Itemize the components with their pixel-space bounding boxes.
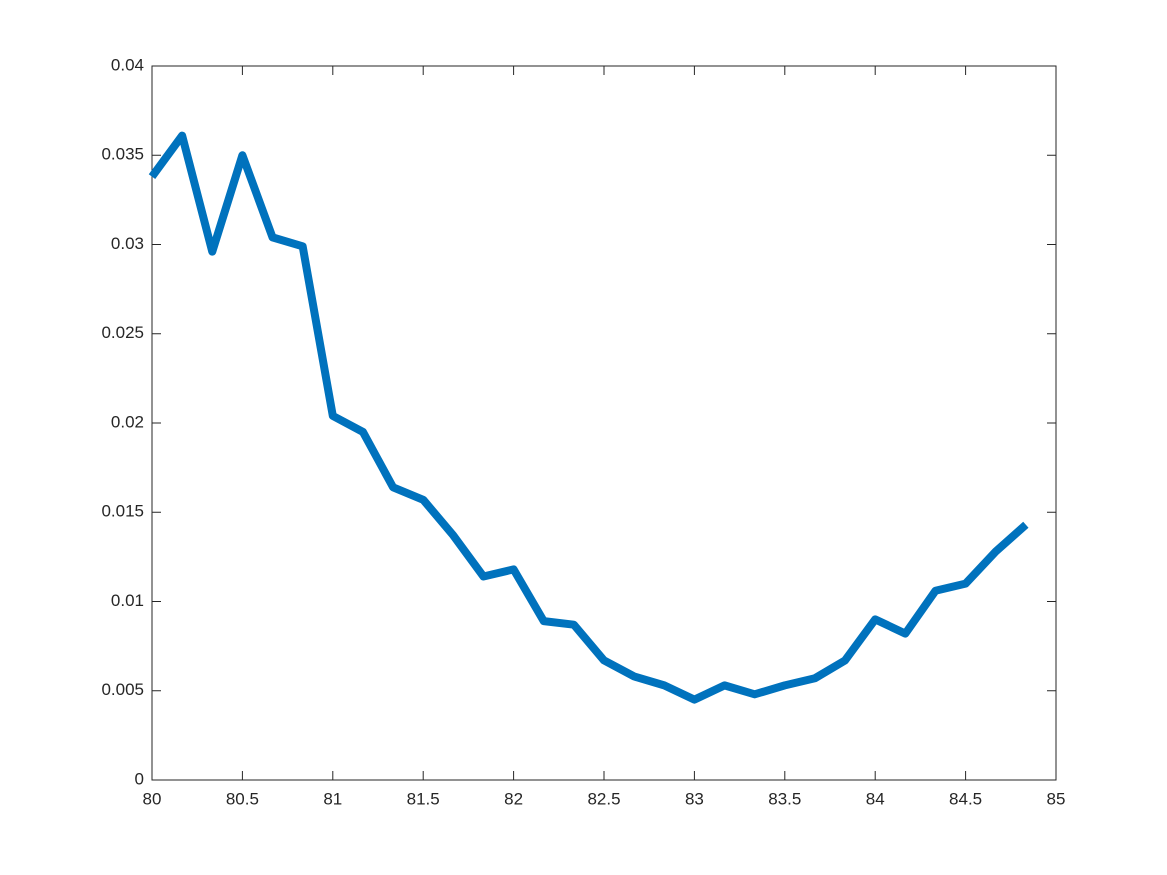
y-tick-label: 0.01 [111, 591, 144, 610]
x-tick-label: 80.5 [226, 789, 259, 808]
y-tick-label: 0.03 [111, 234, 144, 253]
x-tick-label: 80 [143, 789, 162, 808]
x-tick-label: 82 [504, 789, 523, 808]
x-tick-label: 85 [1047, 789, 1066, 808]
y-tick-label: 0.04 [111, 55, 144, 74]
y-tick-label: 0.035 [101, 145, 144, 164]
x-tick-label: 81.5 [407, 789, 440, 808]
data-line [148, 131, 1029, 704]
x-tick-label: 84.5 [949, 789, 982, 808]
x-tick-label: 84 [866, 789, 885, 808]
x-tick-label: 82.5 [587, 789, 620, 808]
x-tick-label: 81 [323, 789, 342, 808]
x-tick-label: 83.5 [768, 789, 801, 808]
x-tick-label: 83 [685, 789, 704, 808]
y-tick-label: 0.005 [101, 680, 144, 699]
y-tick-label: 0.02 [111, 412, 144, 431]
y-tick-label: 0 [135, 769, 144, 788]
axes-box [151, 65, 1057, 781]
y-tick-label: 0.015 [101, 502, 144, 521]
y-tick-label: 0.025 [101, 323, 144, 342]
